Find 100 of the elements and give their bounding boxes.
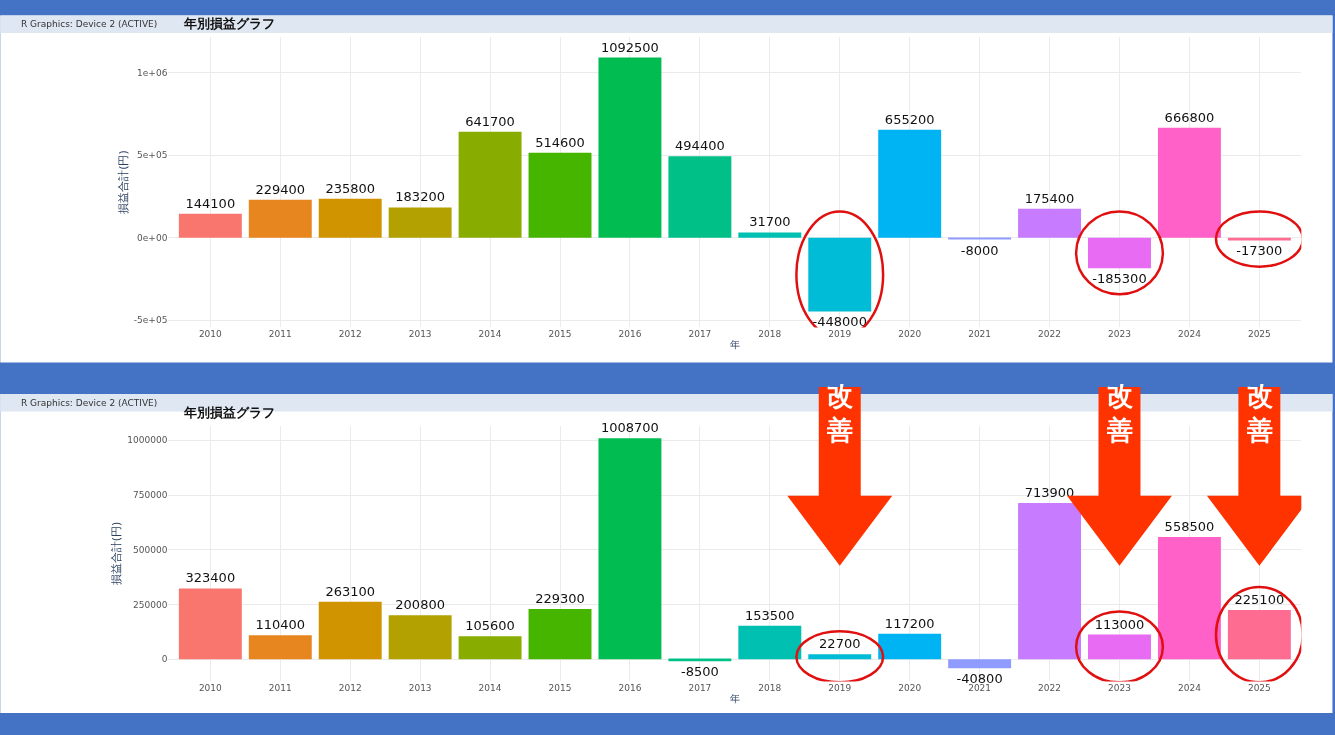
data-label: 666800 bbox=[1164, 109, 1215, 125]
y-tick-label: 250000 bbox=[133, 599, 168, 610]
chart-title: 年別損益グラフ bbox=[183, 16, 275, 31]
data-label: 22700 bbox=[819, 636, 861, 652]
x-tick-label: 2019 bbox=[828, 329, 852, 340]
x-tick-label: 2013 bbox=[408, 329, 432, 340]
bar bbox=[738, 625, 802, 660]
bar bbox=[878, 633, 942, 660]
y-tick-label: 1000000 bbox=[127, 435, 168, 446]
x-tick-label: 2016 bbox=[618, 683, 642, 694]
data-label: 1008700 bbox=[600, 420, 659, 436]
x-tick-label: 2017 bbox=[688, 329, 712, 340]
data-label: -8000 bbox=[960, 242, 999, 258]
x-tick-label: 2023 bbox=[1108, 329, 1131, 340]
data-label: 113000 bbox=[1094, 616, 1145, 632]
bar bbox=[1018, 502, 1082, 660]
x-tick-label: 2024 bbox=[1177, 683, 1202, 694]
bar bbox=[948, 237, 1012, 240]
data-label: 110400 bbox=[255, 617, 306, 633]
bar bbox=[248, 199, 312, 238]
bar bbox=[388, 207, 452, 238]
bar bbox=[178, 588, 242, 660]
x-axis-title: 年 bbox=[729, 692, 740, 704]
bar bbox=[1157, 536, 1221, 660]
data-label: 323400 bbox=[185, 570, 236, 586]
bar bbox=[458, 636, 522, 660]
annotation: 改善 bbox=[826, 381, 853, 445]
y-tick-label: 500000 bbox=[133, 544, 168, 555]
data-label: 713900 bbox=[1024, 484, 1075, 500]
x-tick-label: 2023 bbox=[1108, 683, 1131, 694]
bar bbox=[248, 635, 312, 660]
data-label: 558500 bbox=[1164, 518, 1215, 534]
bar bbox=[878, 129, 942, 238]
bar bbox=[178, 213, 242, 238]
x-tick-label: 2011 bbox=[268, 683, 292, 694]
x-tick-label: 2010 bbox=[198, 329, 223, 340]
x-tick-label: 2010 bbox=[198, 683, 223, 694]
x-tick-label: 2020 bbox=[898, 329, 922, 340]
data-label: 641700 bbox=[465, 113, 515, 129]
text: R Graphics: Device 2 (ACTIVE) bbox=[21, 398, 158, 408]
bar bbox=[1227, 610, 1291, 660]
x-tick-label: 2018 bbox=[758, 329, 782, 340]
x-tick-label: 2014 bbox=[478, 329, 502, 340]
y-tick-label: 0 bbox=[161, 654, 168, 665]
y-tick-label: 750000 bbox=[133, 490, 168, 501]
x-tick-label: 2025 bbox=[1247, 329, 1271, 340]
data-label: 235800 bbox=[325, 180, 376, 196]
data-label: 494400 bbox=[675, 138, 725, 154]
chart-title: 年別損益グラフ bbox=[183, 405, 275, 420]
data-label: 144100 bbox=[185, 195, 236, 211]
x-tick-label: 2021 bbox=[968, 683, 992, 694]
data-label: 200800 bbox=[395, 597, 445, 613]
y-tick-label: 0e+00 bbox=[137, 232, 168, 243]
data-label: 175400 bbox=[1024, 190, 1075, 206]
annotation: 改善 bbox=[1246, 381, 1273, 445]
y-axis-title: 損益合計(円) bbox=[109, 521, 123, 586]
y-tick-label: -5e+05 bbox=[133, 315, 168, 326]
data-label: 153500 bbox=[744, 607, 795, 623]
bar bbox=[458, 131, 522, 238]
data-label: 263100 bbox=[325, 583, 376, 599]
data-label: 183200 bbox=[395, 189, 445, 205]
data-label: 229400 bbox=[255, 181, 306, 197]
bar bbox=[808, 654, 872, 660]
bar bbox=[598, 57, 662, 238]
x-tick-label: 2022 bbox=[1038, 683, 1062, 694]
x-tick-label: 2024 bbox=[1177, 329, 1202, 340]
x-tick-label: 2012 bbox=[338, 683, 362, 694]
bar bbox=[1088, 237, 1151, 269]
data-label: 1092500 bbox=[600, 39, 659, 55]
bar bbox=[318, 198, 382, 238]
annotation: 改善 bbox=[1106, 381, 1133, 445]
x-tick-label: 2015 bbox=[548, 683, 572, 694]
data-label: 105600 bbox=[465, 618, 515, 634]
x-axis-title: 年 bbox=[729, 338, 740, 350]
data-label: -8500 bbox=[680, 664, 719, 680]
x-tick-label: 2013 bbox=[408, 683, 432, 694]
x-tick-label: 2014 bbox=[478, 683, 502, 694]
data-label: 31700 bbox=[749, 214, 791, 230]
y-axis-title: 損益合計(円) bbox=[116, 150, 130, 214]
bar bbox=[738, 232, 802, 238]
bar bbox=[388, 615, 452, 660]
x-tick-label: 2020 bbox=[898, 683, 922, 694]
x-tick-label: 2022 bbox=[1038, 329, 1062, 340]
x-tick-label: 2017 bbox=[688, 683, 712, 694]
bar bbox=[318, 601, 382, 660]
text: R Graphics: Device 2 (ACTIVE) bbox=[21, 19, 158, 29]
x-tick-label: 2015 bbox=[548, 329, 572, 340]
x-tick-label: 2012 bbox=[338, 329, 362, 340]
bar bbox=[1088, 634, 1151, 660]
x-tick-label: 2021 bbox=[968, 329, 992, 340]
bar bbox=[528, 152, 592, 238]
bar bbox=[948, 659, 1012, 669]
bar bbox=[808, 237, 872, 312]
data-label: 225100 bbox=[1234, 592, 1285, 608]
y-tick-label: 1e+06 bbox=[137, 67, 168, 78]
x-tick-label: 2011 bbox=[268, 329, 292, 340]
x-tick-label: 2016 bbox=[618, 329, 642, 340]
bar bbox=[528, 609, 592, 660]
bar bbox=[598, 438, 662, 660]
data-label: 117200 bbox=[884, 615, 935, 631]
